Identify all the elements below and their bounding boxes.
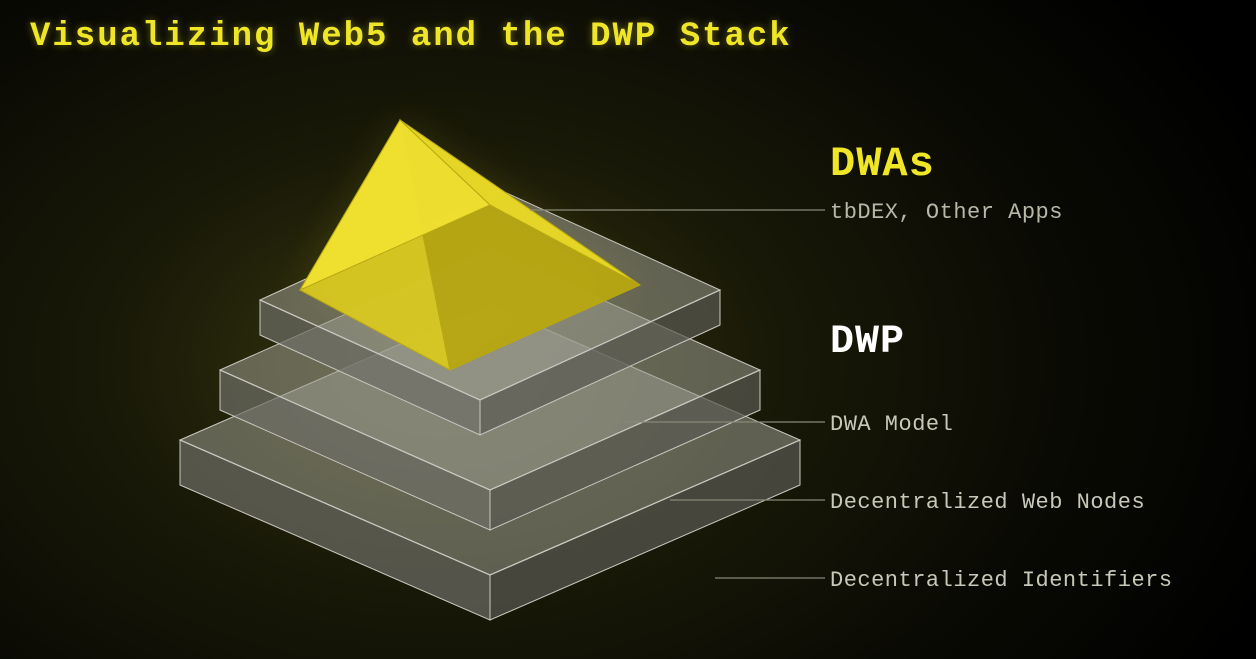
layer2-label: Decentralized Web Nodes [830,490,1145,515]
dwas-subtitle: tbDEX, Other Apps [830,200,1063,225]
stack-diagram [0,0,1256,659]
layer3-label: Decentralized Identifiers [830,568,1173,593]
dwp-heading: DWP [830,320,905,365]
layer1-label: DWA Model [830,412,953,437]
dwas-heading: DWAs [830,140,935,188]
